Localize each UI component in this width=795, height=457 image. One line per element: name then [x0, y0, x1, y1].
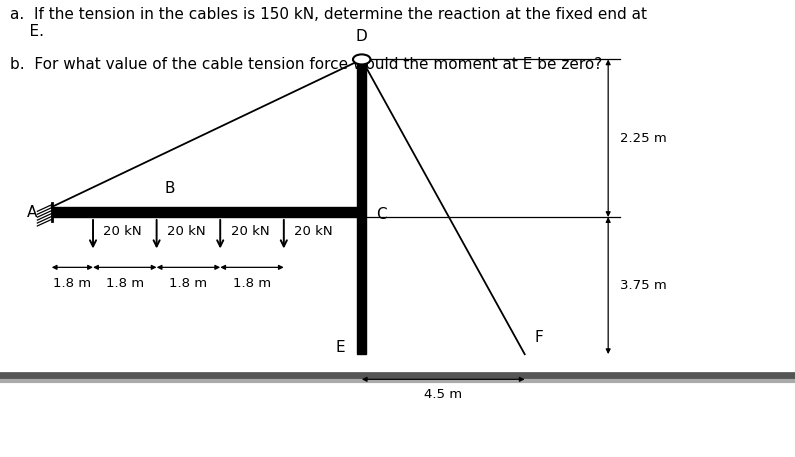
Text: A: A: [27, 205, 37, 219]
Text: 20 kN: 20 kN: [231, 225, 270, 239]
Text: D: D: [356, 29, 367, 44]
Text: 1.8 m: 1.8 m: [169, 277, 207, 290]
Text: 1.8 m: 1.8 m: [53, 277, 91, 290]
Text: 2.25 m: 2.25 m: [620, 132, 667, 145]
Text: F: F: [534, 330, 543, 345]
Circle shape: [353, 54, 370, 64]
Bar: [52, 207, 362, 217]
Bar: [358, 59, 366, 354]
Text: B: B: [165, 181, 175, 196]
Text: a.  If the tension in the cables is 150 kN, determine the reaction at the fixed : a. If the tension in the cables is 150 k…: [10, 7, 646, 39]
Text: C: C: [376, 207, 386, 222]
Text: 3.75 m: 3.75 m: [620, 279, 667, 292]
Text: 20 kN: 20 kN: [167, 225, 206, 239]
Text: 20 kN: 20 kN: [103, 225, 142, 239]
Text: 4.5 m: 4.5 m: [425, 388, 462, 400]
Text: 1.8 m: 1.8 m: [106, 277, 144, 290]
Text: E: E: [335, 340, 345, 355]
Text: 1.8 m: 1.8 m: [233, 277, 271, 290]
Text: b.  For what value of the cable tension force would the moment at E be zero?: b. For what value of the cable tension f…: [10, 57, 602, 72]
Text: 20 kN: 20 kN: [294, 225, 333, 239]
